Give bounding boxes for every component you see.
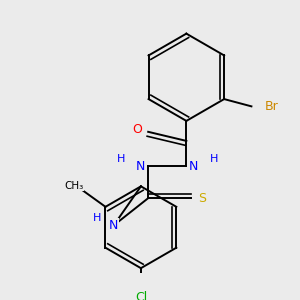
- Text: Br: Br: [265, 100, 279, 113]
- Text: H: H: [117, 154, 125, 164]
- Text: S: S: [198, 192, 206, 205]
- Text: O: O: [132, 124, 142, 136]
- Text: N: N: [109, 219, 118, 232]
- Text: H: H: [93, 213, 101, 223]
- Text: CH₃: CH₃: [64, 181, 83, 191]
- Text: N: N: [189, 160, 198, 173]
- Text: H: H: [209, 154, 218, 164]
- Text: Cl: Cl: [135, 291, 147, 300]
- Text: N: N: [136, 160, 146, 173]
